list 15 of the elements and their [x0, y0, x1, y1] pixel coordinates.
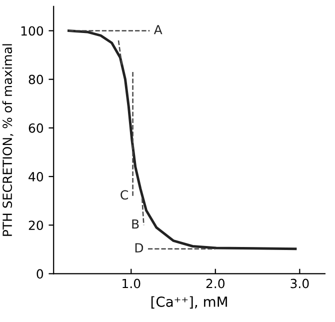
y-tick-label: 80 [28, 74, 44, 84]
annotation: A [154, 25, 162, 34]
annotation: C [120, 190, 128, 200]
x-axis-title: [Ca⁺⁺], mM [151, 296, 227, 309]
y-tick-label: 40 [28, 172, 44, 182]
y-tick-label: 0 [36, 269, 44, 279]
y-tick-label: 60 [28, 123, 44, 133]
y-tick-label: 100 [21, 26, 44, 36]
y-tick-label: 20 [28, 220, 44, 230]
x-tick-label: 1.0 [122, 278, 140, 288]
annotation: D [135, 243, 144, 252]
y-axis-title: PTH SECRETION, % of maximal [2, 44, 14, 236]
x-tick-label: 3.0 [290, 278, 309, 288]
x-tick-label: 2.0 [206, 278, 225, 288]
annotation: B [132, 219, 139, 229]
